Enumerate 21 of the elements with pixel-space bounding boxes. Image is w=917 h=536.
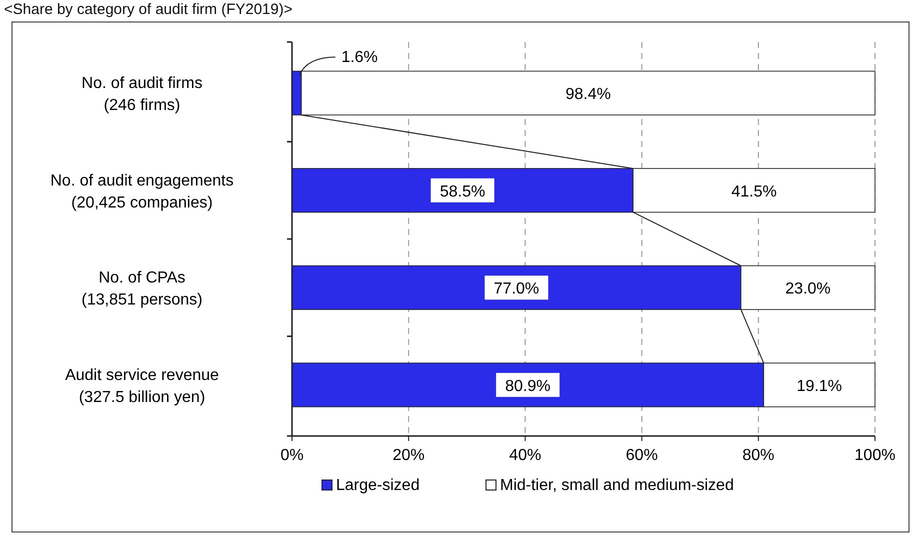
y-tick-label: Audit service revenue (327.5 billion yen): [65, 366, 220, 406]
data-label: 23.0%: [785, 280, 831, 298]
x-tick-label: 60%: [626, 447, 658, 464]
data-label: 98.4%: [565, 86, 611, 104]
data-label: 80.9%: [505, 378, 551, 395]
x-tick-label: 0%: [280, 447, 304, 464]
y-tick-label: No. of audit firms (246 firms): [82, 75, 202, 114]
data-label: 77.0%: [494, 280, 540, 298]
y-tick-label: No. of CPAs (13,851 persons): [82, 270, 202, 309]
data-label: 1.6%: [341, 49, 378, 66]
y-tick-label: No. of audit engagements (20,425 companies): [50, 172, 234, 212]
data-label: 58.5%: [440, 183, 486, 200]
legend-label: Mid-tier, small and medium-sized: [500, 477, 734, 494]
legend-label: Large-sized: [336, 477, 420, 494]
x-tick-label: 20%: [392, 447, 425, 464]
x-tick-label: 100%: [854, 447, 896, 464]
x-tick-label: 40%: [509, 447, 542, 464]
x-tick-label: 80%: [742, 447, 774, 464]
text: <Share by category of audit firm (FY2019)>: [4, 1, 293, 18]
data-label: 19.1%: [796, 378, 842, 395]
data-label: 41.5%: [731, 183, 777, 200]
